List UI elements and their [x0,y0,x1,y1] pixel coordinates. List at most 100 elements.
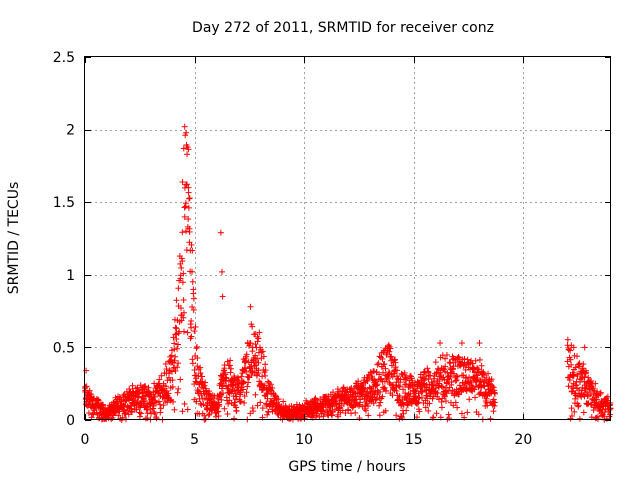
data-point [356,415,363,422]
data-point [293,401,300,408]
y-tick-label: 0.5 [53,340,75,356]
data-point [189,247,196,254]
data-point [186,195,193,202]
data-point [262,361,269,368]
data-point [362,407,369,414]
data-point [164,399,171,406]
data-point [147,406,154,413]
data-point [227,369,234,376]
data-point [254,338,261,345]
data-point [237,398,244,405]
data-point [386,379,393,386]
data-point [424,368,431,375]
data-point [360,385,367,392]
data-point [178,255,185,262]
data-point [447,360,454,367]
data-point [393,367,400,374]
data-point [182,228,189,235]
data-point [458,410,465,417]
data-point [389,373,396,380]
data-point [218,396,225,403]
data-point [259,405,266,412]
y-axis-label: SRMTID / TECUs [6,182,22,295]
data-point [280,398,287,405]
data-point [233,393,240,400]
data-point [443,352,450,359]
data-point [395,382,402,389]
data-point [227,357,234,364]
data-point [178,264,185,271]
data-point [331,406,338,413]
data-point [377,388,384,395]
data-point [381,361,388,368]
data-point [441,393,448,400]
data-point [378,375,385,382]
data-point [406,395,413,402]
y-tick-label: 1 [66,268,75,284]
data-point [250,408,257,415]
data-point [340,384,347,391]
data-point [400,410,407,417]
axis-ticks [85,57,611,421]
data-point [181,213,188,220]
data-point [376,412,383,419]
data-point [242,364,249,371]
data-point [488,376,495,383]
data-point [252,352,259,359]
data-point [275,396,282,403]
data-point [420,369,427,376]
data-point [267,381,274,388]
data-point [404,402,411,409]
data-point [172,324,179,331]
data-point [95,397,102,404]
data-point [259,348,266,355]
data-point [576,415,583,422]
data-point [206,388,213,395]
data-point [244,383,251,390]
data-point [190,306,197,313]
data-point [240,378,247,385]
data-point [448,379,455,386]
data-point [419,388,426,395]
data-point [425,376,432,383]
data-point [240,386,247,393]
data-point [180,314,187,321]
data-point [594,391,601,398]
data-point [490,396,497,403]
data-point [379,355,386,362]
data-point [458,340,465,347]
data-point [261,382,268,389]
data-point [581,344,588,351]
data-point [576,360,583,367]
data-point [179,279,186,286]
data-point [186,195,193,202]
data-point [224,410,231,417]
data-point [265,408,272,415]
data-point [376,371,383,378]
data-point [376,402,383,409]
data-point [442,355,449,362]
data-point [171,340,178,347]
data-point [396,393,403,400]
data-point [565,383,572,390]
data-point [172,331,179,338]
data-point [565,346,572,353]
data-point [491,390,498,397]
data-point [95,396,102,403]
data-point [257,380,264,387]
data-point [157,409,164,416]
data-point [193,345,200,352]
data-point [160,402,167,409]
data-point [173,297,180,304]
data-point [219,383,226,390]
data-point [155,398,162,405]
data-point [253,372,260,379]
data-point [264,378,271,385]
data-point [393,412,400,419]
data-point [169,377,176,384]
data-point [175,360,182,367]
data-point [447,373,454,380]
data-point [252,391,259,398]
data-point [417,371,424,378]
data-point [387,345,394,352]
